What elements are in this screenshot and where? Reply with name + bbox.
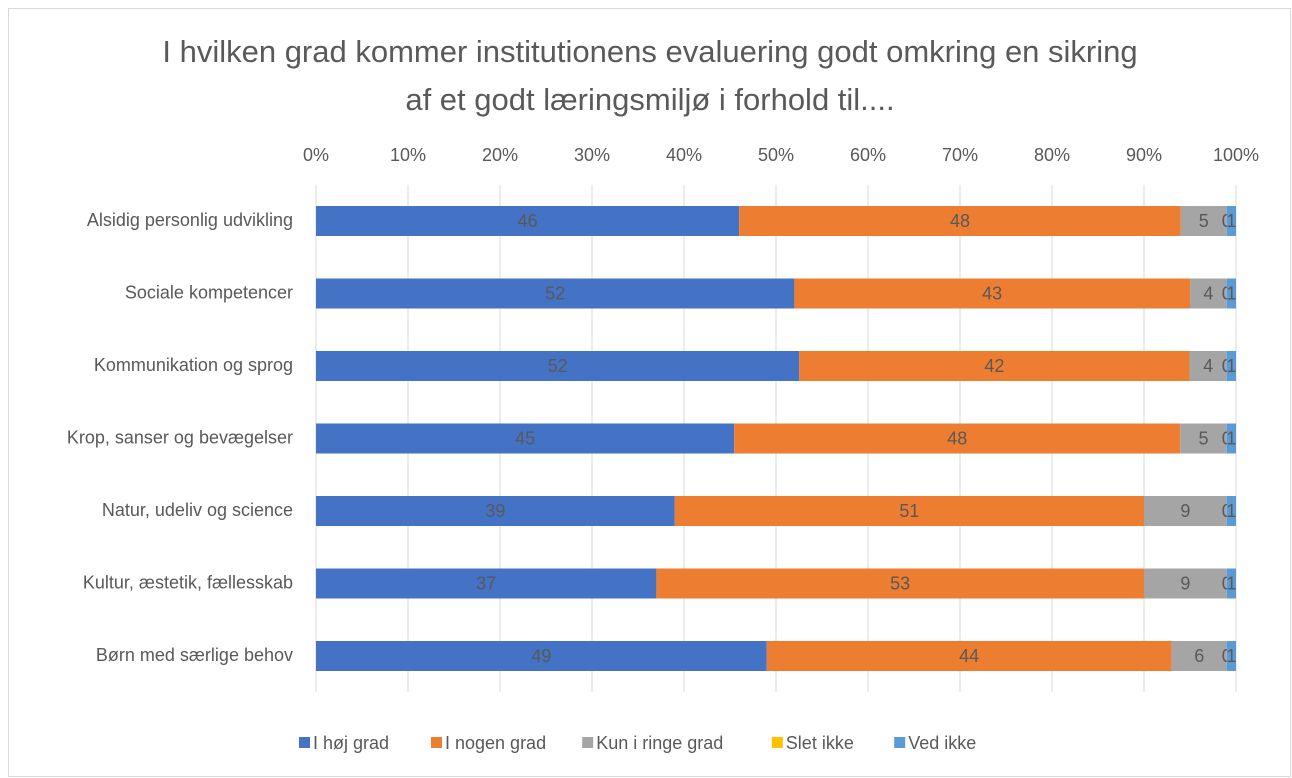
- data-label: 37: [476, 573, 496, 593]
- x-tick-label: 100%: [1213, 145, 1259, 165]
- bar-segment: [1180, 423, 1227, 454]
- y-tick-label: Krop, sanser og bevægelser: [67, 427, 293, 447]
- bar-segment: [1189, 351, 1227, 381]
- x-tick-label: 70%: [942, 145, 978, 165]
- x-tick-label: 30%: [574, 145, 610, 165]
- data-label: 1: [1226, 573, 1236, 593]
- x-tick-label: 0%: [303, 145, 329, 165]
- data-label: 5: [1198, 428, 1208, 448]
- legend-swatch: [431, 737, 442, 748]
- bar-segment: [794, 278, 1190, 309]
- data-label: 1: [1226, 356, 1236, 376]
- data-label: 45: [515, 428, 535, 448]
- bar-segment: [1226, 423, 1236, 454]
- bar-segment: [1180, 206, 1227, 236]
- bar-segment: [799, 351, 1190, 381]
- bar-segment: [1226, 206, 1236, 236]
- x-tick-label: 90%: [1126, 145, 1162, 165]
- y-tick-label: Kultur, æstetik, fællesskab: [83, 572, 293, 592]
- y-tick-label: Kommunikation og sprog: [94, 355, 293, 375]
- bar-segment: [674, 496, 1144, 526]
- bar-segment: [734, 423, 1181, 454]
- x-tick-label: 20%: [482, 145, 518, 165]
- data-label: 6: [1194, 646, 1204, 666]
- bar-segment: [316, 641, 767, 671]
- x-tick-label: 10%: [390, 145, 426, 165]
- legend-label: Slet ikke: [786, 733, 854, 753]
- data-label: 52: [545, 283, 565, 303]
- bar-segment: [1144, 568, 1227, 599]
- legend-label: Ved ikke: [908, 733, 976, 753]
- bar-segment: [316, 278, 795, 309]
- data-label: 53: [890, 573, 910, 593]
- data-label: 39: [485, 501, 505, 521]
- legend-label: I nogen grad: [445, 733, 546, 753]
- chart-title: I hvilken grad kommer institutionens eva…: [162, 34, 1138, 117]
- x-tick-label: 60%: [850, 145, 886, 165]
- bar-segment: [316, 423, 735, 454]
- data-label: 1: [1226, 646, 1236, 666]
- bar-segment: [1226, 496, 1236, 526]
- data-label: 52: [548, 356, 568, 376]
- data-label: 5: [1199, 211, 1209, 231]
- y-tick-label: Børn med særlige behov: [96, 645, 293, 665]
- data-label: 44: [959, 646, 979, 666]
- data-label: 9: [1180, 573, 1190, 593]
- bar-segment: [316, 206, 740, 236]
- data-label: 4: [1203, 356, 1213, 376]
- x-tick-label: 50%: [758, 145, 794, 165]
- data-label: 49: [531, 646, 551, 666]
- bar-segment: [316, 568, 657, 599]
- bar-segment: [739, 206, 1181, 236]
- legend-swatch: [894, 737, 906, 748]
- bar-segment: [316, 351, 800, 381]
- bar-segment: [1226, 641, 1236, 671]
- data-label: 48: [950, 211, 970, 231]
- bar-segment: [1171, 641, 1227, 671]
- y-tick-label: Sociale kompetencer: [125, 282, 293, 302]
- legend-label: I høj grad: [313, 733, 389, 753]
- data-label: 42: [984, 356, 1004, 376]
- data-label: 48: [947, 428, 967, 448]
- bar-segment: [316, 496, 675, 526]
- bar-segment: [1226, 278, 1236, 309]
- data-label: 46: [518, 211, 538, 231]
- legend-swatch: [771, 737, 783, 748]
- data-label: 51: [899, 501, 919, 521]
- data-label: 9: [1180, 501, 1190, 521]
- legend-label: Kun i ringe grad: [596, 733, 723, 753]
- bar-segment: [1190, 278, 1227, 309]
- legend-swatch: [299, 737, 310, 748]
- bar-segment: [1226, 568, 1236, 599]
- data-label: 1: [1226, 283, 1236, 303]
- x-tick-label: 80%: [1034, 145, 1070, 165]
- legend-swatch: [582, 737, 594, 748]
- data-label: 1: [1226, 211, 1236, 231]
- data-label: 43: [982, 283, 1002, 303]
- y-tick-label: Alsidig personlig udvikling: [87, 210, 293, 230]
- data-label: 4: [1203, 283, 1213, 303]
- bar-segment: [1226, 351, 1236, 381]
- data-label: 1: [1226, 428, 1236, 448]
- bar-segment: [1144, 496, 1227, 526]
- bar-segment: [656, 568, 1144, 599]
- y-tick-label: Natur, udeliv og science: [102, 500, 293, 520]
- x-tick-label: 40%: [666, 145, 702, 165]
- bar-segment: [766, 641, 1172, 671]
- data-label: 1: [1226, 501, 1236, 521]
